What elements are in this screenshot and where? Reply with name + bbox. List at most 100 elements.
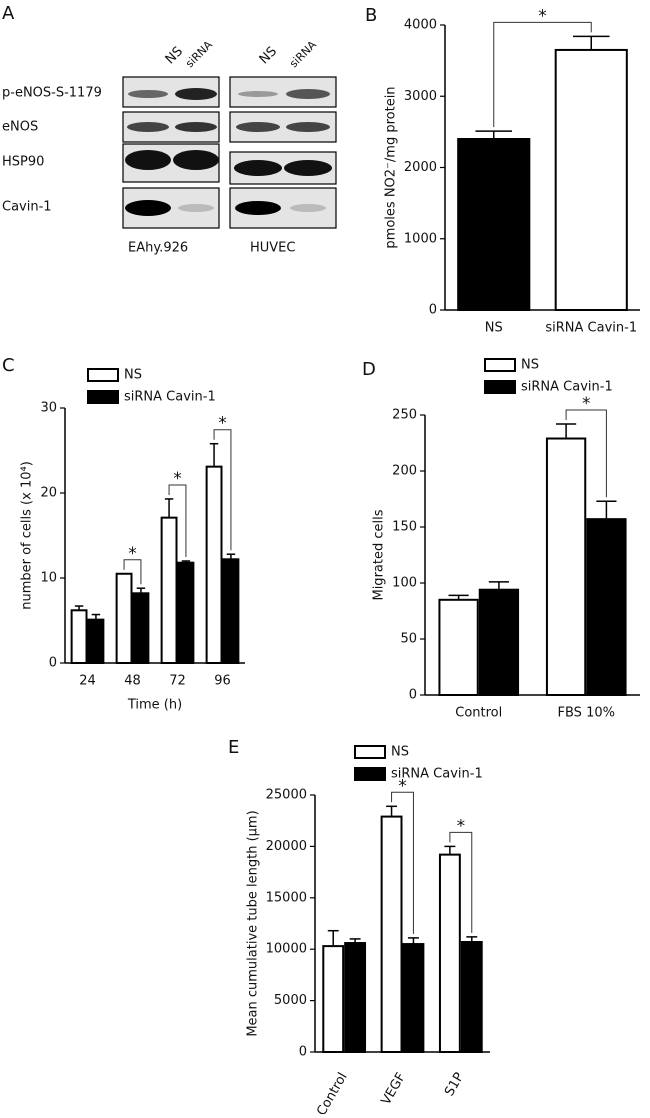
bar	[438, 598, 479, 696]
y-axis-label: pmoles NO2⁻/mg protein	[384, 86, 399, 248]
y-tick-label: 5000	[274, 993, 307, 1008]
y-tick-label: 3000	[404, 89, 437, 104]
y-tick-label: 2000	[404, 160, 437, 175]
legend-swatch	[87, 368, 119, 382]
panel-label: A	[2, 3, 15, 24]
y-tick-label: 20000	[266, 839, 307, 854]
y-axis-label: Migrated cells	[372, 509, 387, 600]
legend-label: siRNA Cavin-1	[391, 767, 483, 782]
y-tick-label: 4000	[404, 18, 437, 33]
x-tick-label: S1P	[442, 1070, 467, 1099]
y-tick-label: 10	[40, 571, 57, 586]
y-tick-label: 150	[392, 520, 417, 535]
blots	[122, 76, 337, 229]
y-axis-label: number of cells (x 10⁴)	[20, 461, 35, 610]
y-tick-label: 1000	[404, 231, 437, 246]
significance-bracket	[493, 21, 592, 128]
legend-swatch	[354, 745, 386, 759]
y-tick-label: 0	[299, 1045, 307, 1060]
legend-label: siRNA Cavin-1	[521, 380, 613, 395]
panel-label: B	[365, 5, 377, 26]
bar	[438, 853, 461, 1054]
y-tick-label: 10000	[266, 942, 307, 957]
row-label: p-eNOS-S-1179	[2, 86, 102, 101]
significance-star: *	[398, 776, 407, 796]
row-label: Cavin-1	[2, 200, 52, 215]
significance-star: *	[538, 6, 547, 26]
significance-bracket	[391, 791, 414, 934]
y-tick-label: 0	[429, 303, 437, 318]
legend-label: siRNA Cavin-1	[124, 390, 216, 405]
bar	[322, 945, 345, 1054]
lane-label: NS	[257, 44, 280, 67]
bar	[554, 48, 628, 311]
x-tick-label: Control	[314, 1070, 350, 1114]
y-tick-label: 20	[40, 486, 57, 501]
x-tick-label: NS	[485, 321, 503, 336]
legend-swatch	[484, 380, 516, 394]
cell-line: HUVEC	[250, 241, 295, 256]
bar	[460, 941, 483, 1054]
bar	[545, 437, 587, 696]
significance-star: *	[457, 816, 466, 836]
bar	[344, 942, 367, 1053]
significance-bracket	[168, 484, 187, 557]
significance-bracket	[565, 409, 607, 498]
bar	[457, 138, 531, 311]
significance-bracket	[449, 831, 473, 933]
x-tick-label: 24	[79, 674, 96, 689]
bar	[380, 815, 403, 1054]
significance-star: *	[582, 394, 591, 414]
x-tick-label: 48	[124, 674, 141, 689]
panel-a: A NS siRNA NS siRNA p-eNOS-S-1179 eNOS H…	[2, 3, 337, 256]
significance-star: *	[173, 469, 182, 489]
panel-label: E	[228, 737, 239, 758]
y-tick-label: 0	[409, 688, 417, 703]
bar	[87, 618, 105, 665]
bar	[402, 943, 425, 1053]
y-tick-label: 30	[40, 401, 57, 416]
x-tick-label: 72	[169, 674, 186, 689]
bar	[586, 518, 627, 696]
lane-label: siRNA	[287, 38, 319, 70]
lane-label: NS	[163, 44, 186, 67]
row-label: eNOS	[2, 120, 38, 135]
bar	[115, 572, 133, 664]
legend-label: NS	[391, 745, 409, 760]
bar	[222, 558, 240, 664]
panel-label: D	[362, 359, 376, 380]
legend-label: NS	[521, 358, 539, 373]
x-axis-label: Time (h)	[127, 698, 182, 713]
x-tick-label: FBS 10%	[558, 706, 615, 721]
x-tick-label: siRNA Cavin-1	[545, 321, 637, 336]
significance-star: *	[128, 544, 137, 564]
row-label: HSP90	[2, 155, 44, 170]
x-tick-label: Control	[455, 706, 502, 721]
y-tick-label: 0	[49, 656, 57, 671]
significance-bracket	[123, 559, 142, 585]
y-tick-label: 15000	[266, 890, 307, 905]
y-tick-label: 250	[392, 408, 417, 423]
y-tick-label: 100	[392, 576, 417, 591]
y-tick-label: 50	[400, 632, 417, 647]
x-tick-label: VEGF	[379, 1070, 409, 1108]
bar	[478, 588, 520, 696]
legend-swatch	[484, 358, 516, 372]
x-tick-label: 96	[214, 674, 231, 689]
y-tick-label: 25000	[266, 788, 307, 803]
legend-swatch	[87, 390, 119, 404]
lane-label: siRNA	[183, 38, 215, 70]
y-axis-label: Mean cumulative tube length (µm)	[246, 810, 261, 1036]
significance-star: *	[218, 414, 227, 434]
panel-label: C	[2, 355, 15, 376]
legend-label: NS	[124, 368, 142, 383]
bar	[132, 592, 150, 664]
cell-line: EAhy.926	[128, 241, 188, 256]
bar	[160, 516, 178, 665]
bar	[205, 465, 223, 664]
bar	[70, 609, 88, 664]
y-tick-label: 200	[392, 464, 417, 479]
bar	[177, 561, 195, 665]
significance-bracket	[213, 429, 232, 551]
